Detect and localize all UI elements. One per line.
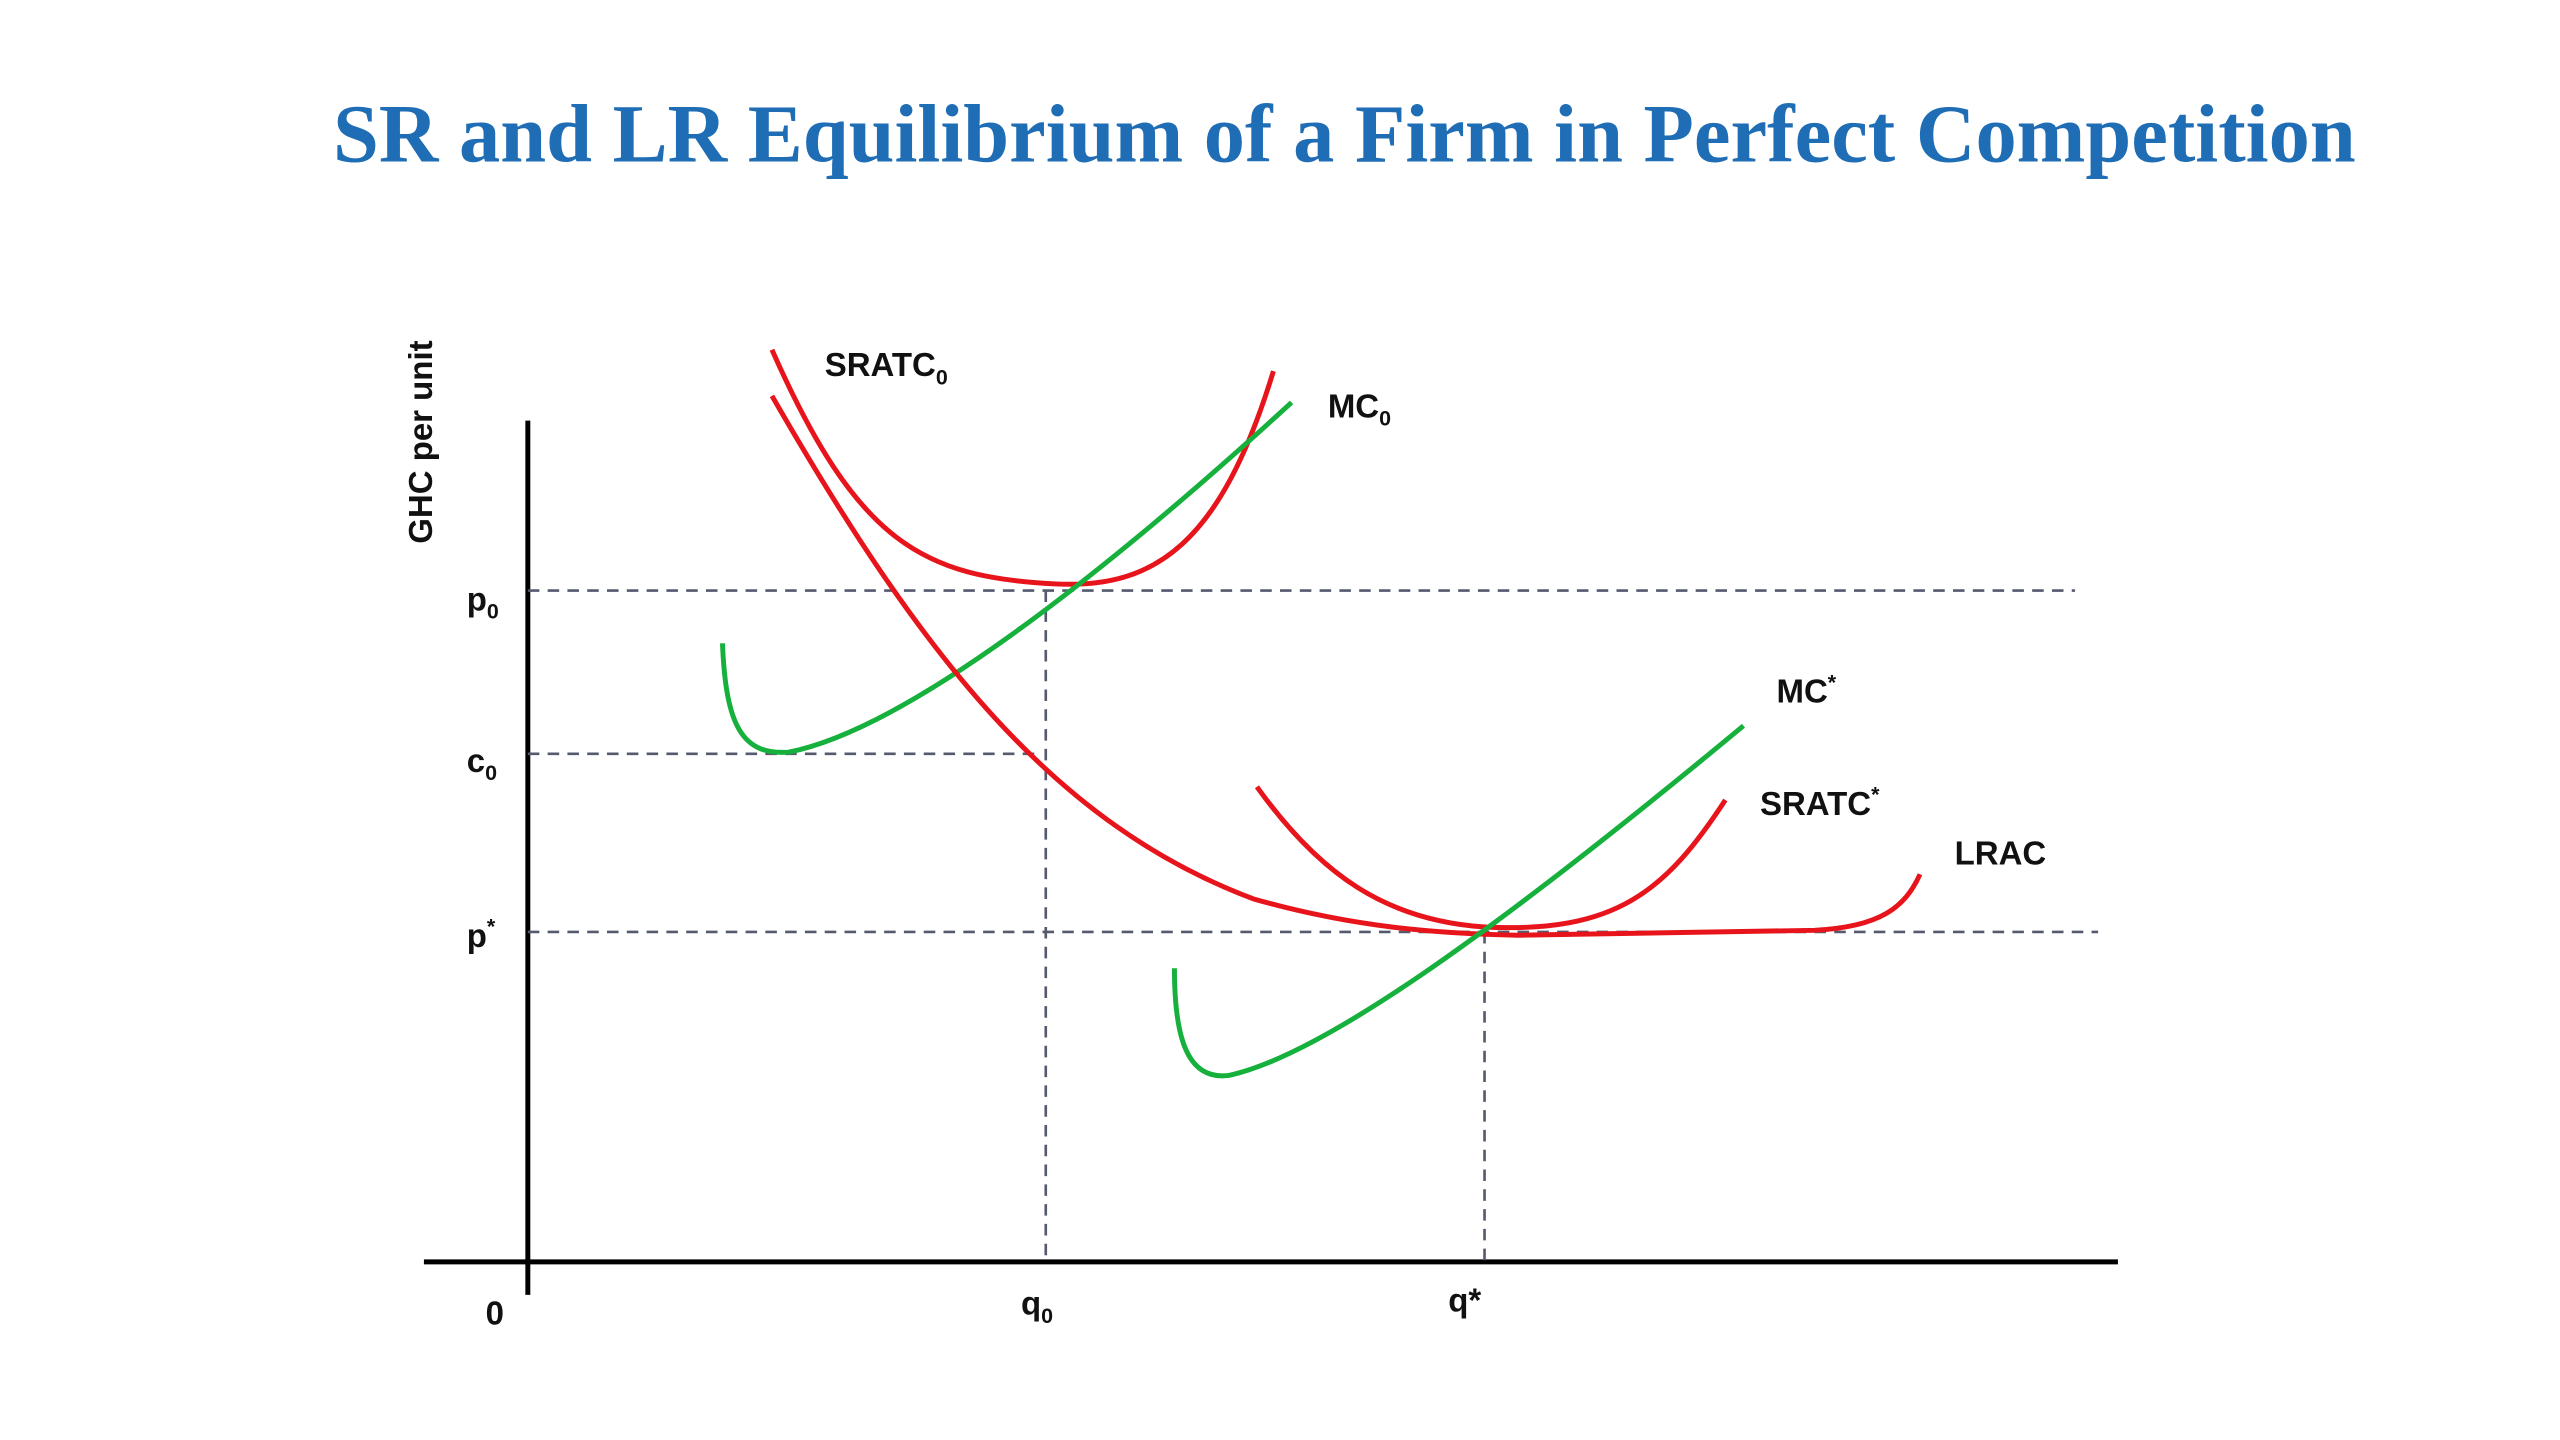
origin-label: 0 <box>486 1295 504 1332</box>
curve-label-sub: 0 <box>936 365 948 389</box>
title: SR and LR Equilibrium of a Firm in Perfe… <box>333 89 2356 180</box>
x-tick-label: q0 <box>1021 1285 1053 1328</box>
curve-label: SRATC* <box>1760 783 1880 822</box>
curve-label: LRAC <box>1955 834 2047 871</box>
mc0-curve <box>720 400 1294 755</box>
curve-label-text: MC <box>1776 673 1827 710</box>
sratc0-curve <box>769 348 1276 587</box>
y-tick-label-sup: * <box>487 915 496 939</box>
y-tick-label-text: p <box>467 917 487 954</box>
y-tick-label-text: p <box>467 580 487 617</box>
y-tick-label-sub: 0 <box>485 761 497 785</box>
y-tick-label: c0 <box>467 742 497 785</box>
curve-label: SRATC0 <box>825 346 948 389</box>
curve-label-sub: 0 <box>1379 407 1391 431</box>
x-tick-label-sub: 0 <box>1041 1304 1053 1328</box>
lrac-curve <box>769 394 1923 938</box>
x-tick-label: q* <box>1448 1281 1481 1318</box>
y-tick-label: p0 <box>467 580 499 623</box>
curve-label-text: MC <box>1328 387 1379 424</box>
curve-label: MC* <box>1776 670 1836 709</box>
curve-label-text: SRATC <box>825 346 936 383</box>
y-tick-label-text: c <box>467 742 485 779</box>
curve-label-sup: * <box>1828 670 1837 694</box>
y-tick-label-sub: 0 <box>487 600 499 624</box>
curve-label-sup: * <box>1871 783 1880 807</box>
curve-label-text: LRAC <box>1955 834 2047 871</box>
curve-label: MC0 <box>1328 387 1391 430</box>
y-axis-label: GHC per unit <box>402 340 439 543</box>
x-tick-label-text: q <box>1021 1285 1041 1322</box>
x-tick-label-text: q* <box>1448 1281 1481 1318</box>
mc-star-curve <box>1171 723 1746 1079</box>
curve-label-text: SRATC <box>1760 785 1871 822</box>
sratc-star-curve <box>1254 785 1728 931</box>
y-tick-label: p* <box>467 915 496 954</box>
